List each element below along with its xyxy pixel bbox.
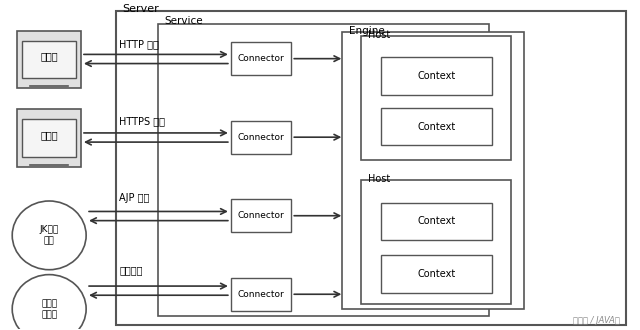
Text: Host: Host bbox=[368, 174, 390, 184]
FancyBboxPatch shape bbox=[362, 36, 511, 160]
FancyBboxPatch shape bbox=[381, 203, 492, 240]
FancyBboxPatch shape bbox=[362, 180, 511, 304]
Text: Connector: Connector bbox=[237, 290, 284, 299]
FancyBboxPatch shape bbox=[381, 255, 492, 293]
Text: Server: Server bbox=[122, 5, 159, 15]
Text: Context: Context bbox=[417, 269, 456, 279]
FancyBboxPatch shape bbox=[231, 121, 291, 153]
Text: AJP 协议: AJP 协议 bbox=[119, 193, 150, 203]
Ellipse shape bbox=[12, 275, 86, 330]
Text: Context: Context bbox=[417, 216, 456, 226]
Text: Connector: Connector bbox=[237, 54, 284, 63]
FancyBboxPatch shape bbox=[17, 109, 81, 167]
Text: Service: Service bbox=[164, 16, 202, 26]
FancyBboxPatch shape bbox=[231, 42, 291, 75]
Text: 其他协议: 其他协议 bbox=[119, 265, 143, 275]
FancyBboxPatch shape bbox=[22, 119, 76, 157]
Text: Connector: Connector bbox=[237, 211, 284, 220]
Ellipse shape bbox=[12, 201, 86, 270]
Text: 浏览器: 浏览器 bbox=[40, 51, 58, 61]
FancyBboxPatch shape bbox=[157, 24, 489, 315]
FancyBboxPatch shape bbox=[231, 199, 291, 232]
FancyBboxPatch shape bbox=[22, 41, 76, 78]
FancyBboxPatch shape bbox=[116, 11, 626, 325]
Text: 头条号 / JAVA馆: 头条号 / JAVA馆 bbox=[573, 316, 620, 325]
FancyBboxPatch shape bbox=[17, 31, 81, 88]
Text: Connector: Connector bbox=[237, 133, 284, 142]
Text: 其他连
接程序: 其他连 接程序 bbox=[41, 299, 57, 319]
FancyBboxPatch shape bbox=[342, 32, 524, 309]
Text: JK连接
程序: JK连接 程序 bbox=[40, 225, 59, 246]
FancyBboxPatch shape bbox=[231, 278, 291, 311]
Text: HTTP 协议: HTTP 协议 bbox=[119, 39, 159, 49]
Text: Engine: Engine bbox=[349, 26, 385, 36]
Text: 浏览器: 浏览器 bbox=[40, 130, 58, 140]
Text: Context: Context bbox=[417, 71, 456, 81]
Text: HTTPS 协议: HTTPS 协议 bbox=[119, 116, 165, 126]
Text: Host: Host bbox=[368, 30, 390, 40]
Text: Context: Context bbox=[417, 121, 456, 132]
FancyBboxPatch shape bbox=[381, 108, 492, 146]
FancyBboxPatch shape bbox=[381, 57, 492, 95]
